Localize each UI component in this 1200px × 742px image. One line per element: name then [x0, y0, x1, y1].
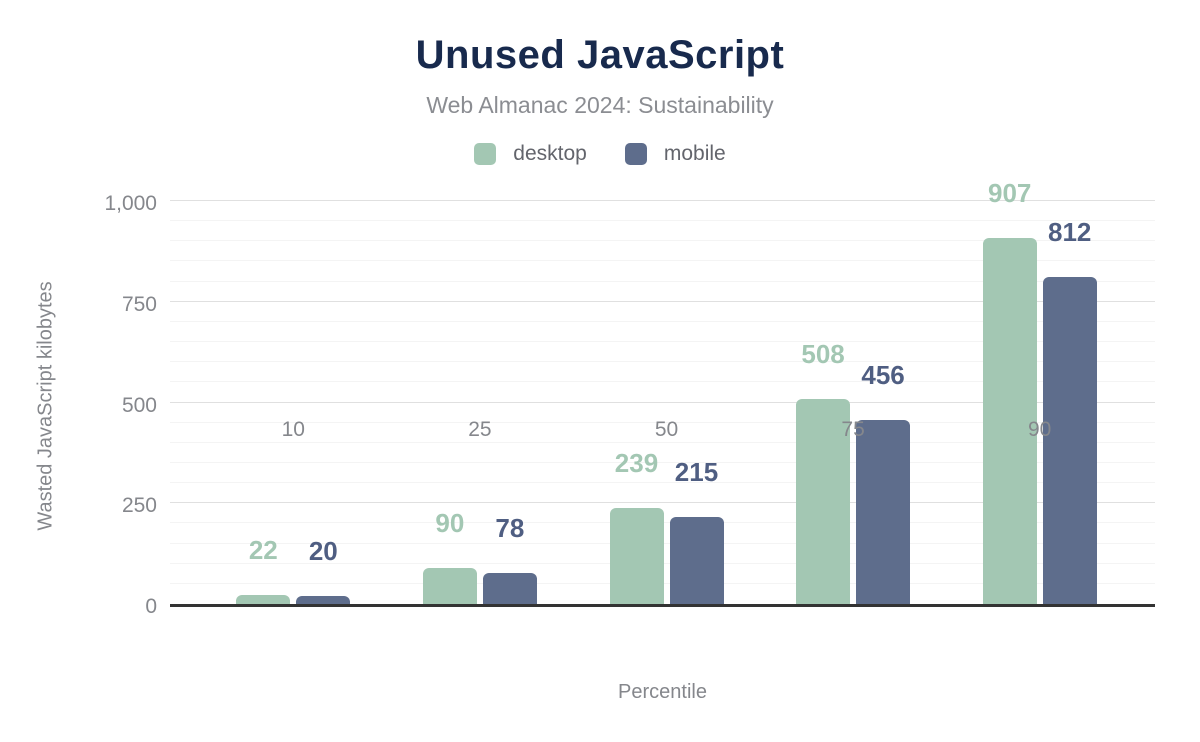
bar-mobile-p75[interactable]	[856, 420, 911, 604]
chart-subtitle: Web Almanac 2024: Sustainability	[426, 92, 774, 118]
x-tick-label-10: 10	[281, 418, 305, 441]
legend-label-mobile: mobile	[663, 142, 726, 165]
x-tick-label-25: 25	[468, 418, 492, 441]
bar-value-label-mobile-p90: 812	[1047, 216, 1092, 247]
y-tick-label: 0	[145, 595, 157, 618]
minor-gridline	[170, 461, 1155, 463]
mobile-swatch-icon	[624, 143, 647, 165]
plot-area: 22 20 90 78 239 215 508 456 907 812	[170, 180, 1155, 607]
minor-gridline	[170, 320, 1155, 322]
bar-desktop-p10[interactable]	[236, 595, 291, 604]
minor-gridline	[170, 341, 1155, 343]
bar-value-label-desktop-p75: 508	[801, 339, 845, 370]
minor-gridline	[170, 280, 1155, 282]
bar-value-label-mobile-p10: 20	[308, 535, 338, 566]
legend-item-desktop[interactable]: desktop	[474, 142, 587, 166]
major-gridline	[170, 401, 1155, 403]
minor-gridline	[170, 421, 1155, 423]
bar-desktop-p90[interactable]	[982, 238, 1037, 604]
major-gridline	[170, 300, 1155, 302]
bar-value-label-desktop-p25: 90	[435, 507, 465, 538]
desktop-swatch-icon	[474, 143, 497, 165]
bar-mobile-p10[interactable]	[296, 595, 351, 604]
bar-desktop-p25[interactable]	[422, 567, 477, 604]
legend-label-desktop: desktop	[513, 142, 587, 165]
bar-value-label-mobile-p75: 456	[861, 360, 905, 391]
minor-gridline	[170, 240, 1155, 242]
y-tick-label: 250	[121, 494, 157, 518]
bar-value-label-desktop-p90: 907	[987, 178, 1032, 209]
minor-gridline	[170, 441, 1155, 443]
chart-title: Unused JavaScript	[415, 33, 785, 77]
minor-gridline	[170, 220, 1155, 222]
bar-value-label-mobile-p25: 78	[495, 512, 525, 543]
x-tick-label-90: 90	[1028, 418, 1052, 441]
bar-mobile-p50[interactable]	[669, 517, 724, 604]
y-tick-label: 1,000	[104, 192, 157, 215]
minor-gridline	[170, 482, 1155, 484]
x-tick-label-50: 50	[654, 418, 679, 441]
y-tick-label: 750	[121, 292, 157, 316]
legend: desktop mobile	[0, 142, 1200, 166]
minor-gridline	[170, 381, 1155, 383]
bar-value-label-mobile-p50: 215	[674, 457, 719, 488]
x-axis-title: Percentile	[618, 681, 707, 703]
legend-item-mobile[interactable]: mobile	[624, 142, 726, 166]
bar-value-label-desktop-p10: 22	[248, 535, 278, 566]
minor-gridline	[170, 260, 1155, 262]
minor-gridline	[170, 361, 1155, 363]
bar-mobile-p90[interactable]	[1042, 276, 1097, 604]
bar-desktop-p75[interactable]	[796, 399, 851, 604]
major-gridline	[170, 502, 1155, 504]
major-gridline	[170, 200, 1155, 201]
bar-desktop-p50[interactable]	[609, 507, 664, 604]
y-tick-label: 500	[121, 393, 157, 417]
bar-value-label-desktop-p50: 239	[614, 447, 659, 478]
bar-mobile-p25[interactable]	[482, 572, 537, 604]
x-tick-label-75: 75	[841, 418, 865, 441]
